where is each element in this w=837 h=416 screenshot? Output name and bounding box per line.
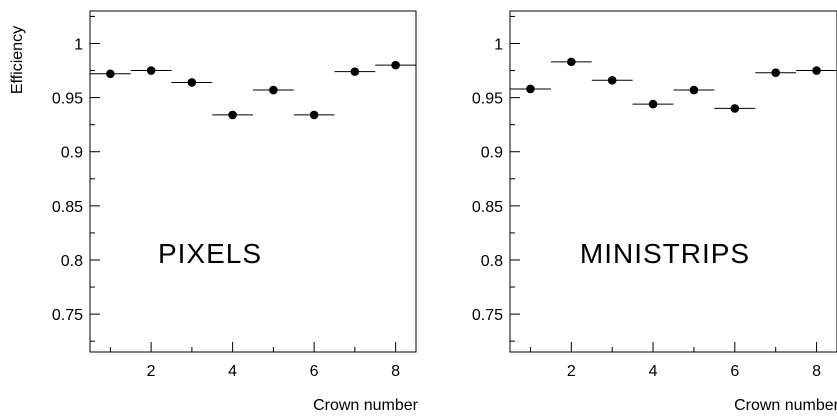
data-point <box>648 99 658 109</box>
y-tick-label: 0.95 <box>52 91 83 108</box>
plot-frame <box>509 10 837 353</box>
x-tick-label: 6 <box>730 363 739 380</box>
data-point <box>812 66 821 75</box>
x-tick-label: 2 <box>147 363 156 380</box>
y-tick-label: 0.9 <box>481 145 503 162</box>
data-point <box>689 85 699 95</box>
data-point <box>228 110 237 120</box>
y-tick-label: 0.75 <box>472 307 503 324</box>
y-tick-label: 1 <box>74 36 83 53</box>
data-point <box>350 67 360 76</box>
data-point <box>187 78 197 87</box>
y-tick-label: 1 <box>494 36 503 53</box>
data-point <box>607 75 617 85</box>
y-axis-label: Efficiency <box>9 26 26 94</box>
x-axis-label: Crown number <box>734 397 837 414</box>
y-tick-label: 0.75 <box>52 307 83 324</box>
ministrips-panel: 0.75 0.8 0.85 0.9 0.95 1 2 4 6 8 MINISTRIPS Crown n… <box>472 10 837 414</box>
data-point <box>106 69 115 79</box>
data-point <box>146 66 156 75</box>
y-tick-label: 0.85 <box>472 199 503 216</box>
data-point <box>309 110 319 120</box>
y-tick-label: 0.9 <box>61 145 83 162</box>
x-axis-label: Crown number <box>313 397 419 414</box>
panel-label: MINISTRIPS <box>580 238 750 269</box>
panel-label: PIXELS <box>158 238 262 269</box>
data-point <box>730 104 740 113</box>
x-tick-label: 8 <box>391 363 400 380</box>
data-point <box>771 68 780 78</box>
data-point <box>567 57 576 67</box>
x-tick-label: 4 <box>649 363 658 380</box>
y-tick-label: 0.95 <box>472 91 503 108</box>
x-tick-label: 6 <box>310 363 319 380</box>
data-point <box>391 60 400 70</box>
y-tick-label: 0.85 <box>52 199 83 216</box>
x-tick-label: 8 <box>812 363 821 380</box>
plot-frame <box>89 10 417 353</box>
pixels-panel: 0.75 0.8 0.85 0.9 0.95 1 2 4 6 8 PIXELS Crown numbe… <box>9 10 419 414</box>
y-tick-label: 0.8 <box>61 253 83 270</box>
data-point <box>526 84 535 94</box>
y-tick-label: 0.8 <box>481 253 503 270</box>
data-point <box>269 85 278 95</box>
x-tick-label: 2 <box>567 363 576 380</box>
x-tick-label: 4 <box>228 363 237 380</box>
